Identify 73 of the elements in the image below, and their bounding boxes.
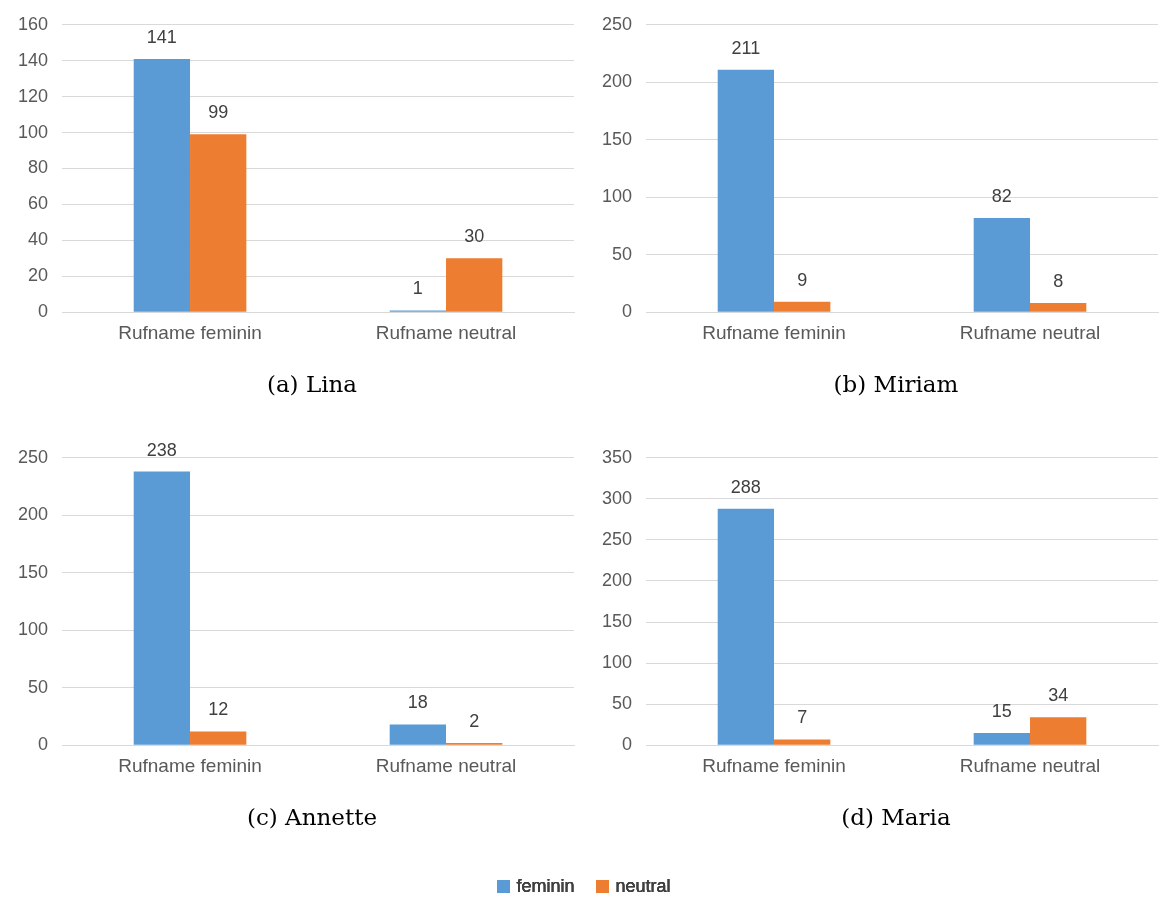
y-tick-label: 250 xyxy=(601,13,633,34)
bar xyxy=(717,508,775,745)
data-label: 18 xyxy=(407,692,428,713)
bar xyxy=(446,258,503,312)
x-tick-label: Rufname neutral xyxy=(959,321,1101,343)
data-label: 15 xyxy=(991,700,1012,721)
y-tick-label: 50 xyxy=(612,693,633,714)
data-label: 9 xyxy=(797,269,808,290)
x-tick-label: Rufname feminin xyxy=(702,321,846,343)
y-tick-label: 0 xyxy=(38,734,49,755)
data-label: 238 xyxy=(146,439,177,460)
y-tick-label: 100 xyxy=(601,186,633,207)
legend-label: neutral xyxy=(615,876,671,897)
bar xyxy=(389,724,447,745)
text: (a) Lina xyxy=(265,371,359,397)
y-tick-label: 150 xyxy=(17,561,49,582)
y-tick-label: 160 xyxy=(17,13,49,34)
data-label: 1 xyxy=(412,278,423,299)
y-tick-label: 40 xyxy=(28,229,49,250)
y-tick-label: 200 xyxy=(601,71,633,92)
data-label: 34 xyxy=(1048,685,1069,706)
bar xyxy=(973,732,1031,745)
y-tick-label: 150 xyxy=(601,611,633,631)
x-tick-label: Rufname feminin xyxy=(118,754,262,776)
bar xyxy=(717,69,775,312)
y-tick-label: 100 xyxy=(601,652,633,673)
data-label: 12 xyxy=(208,699,229,720)
bar xyxy=(1030,717,1087,745)
y-tick-label: 50 xyxy=(28,676,49,697)
data-label: 30 xyxy=(464,226,485,247)
x-tick-label: Rufname neutral xyxy=(375,754,517,776)
data-label: 2 xyxy=(469,710,480,731)
x-tick-label: Rufname feminin xyxy=(702,754,846,776)
y-tick-label: 100 xyxy=(17,121,49,142)
y-tick-label: 0 xyxy=(38,301,49,322)
data-label: 211 xyxy=(731,37,761,58)
data-label: 288 xyxy=(730,476,761,497)
bar xyxy=(1030,303,1087,312)
legend-label: feminin xyxy=(516,876,575,897)
bar xyxy=(133,471,191,745)
bar xyxy=(774,301,831,312)
x-tick-label: Rufname neutral xyxy=(375,321,517,343)
bar xyxy=(973,217,1031,312)
y-tick-label: 350 xyxy=(601,446,633,467)
y-tick-label: 140 xyxy=(17,49,49,70)
y-tick-label: 300 xyxy=(601,487,633,508)
bar xyxy=(133,58,191,312)
text: (d) Maria xyxy=(840,804,952,830)
bar xyxy=(190,134,247,312)
x-tick-label: Rufname feminin xyxy=(118,321,262,343)
y-tick-label: 80 xyxy=(28,157,49,178)
y-tick-label: 0 xyxy=(622,734,633,755)
x-tick-label: Rufname neutral xyxy=(959,754,1101,776)
y-tick-label: 200 xyxy=(17,504,49,525)
text: (b) Miriam xyxy=(832,371,960,397)
y-tick-label: 20 xyxy=(28,265,49,286)
y-tick-label: 50 xyxy=(612,243,633,264)
data-label: 99 xyxy=(208,102,229,123)
bar xyxy=(190,731,247,745)
y-tick-label: 60 xyxy=(28,193,49,214)
data-label: 7 xyxy=(797,707,808,728)
y-tick-label: 150 xyxy=(601,128,633,149)
y-tick-label: 100 xyxy=(17,619,49,640)
y-tick-label: 250 xyxy=(601,528,633,549)
bar xyxy=(774,739,831,745)
data-label: 141 xyxy=(146,26,177,47)
y-tick-label: 250 xyxy=(17,446,49,467)
y-tick-label: 0 xyxy=(622,301,633,322)
text: (c) Annette xyxy=(245,804,379,830)
y-tick-label: 200 xyxy=(601,569,633,590)
data-label: 8 xyxy=(1053,270,1064,291)
data-label: 82 xyxy=(991,185,1012,206)
y-tick-label: 120 xyxy=(17,85,49,106)
